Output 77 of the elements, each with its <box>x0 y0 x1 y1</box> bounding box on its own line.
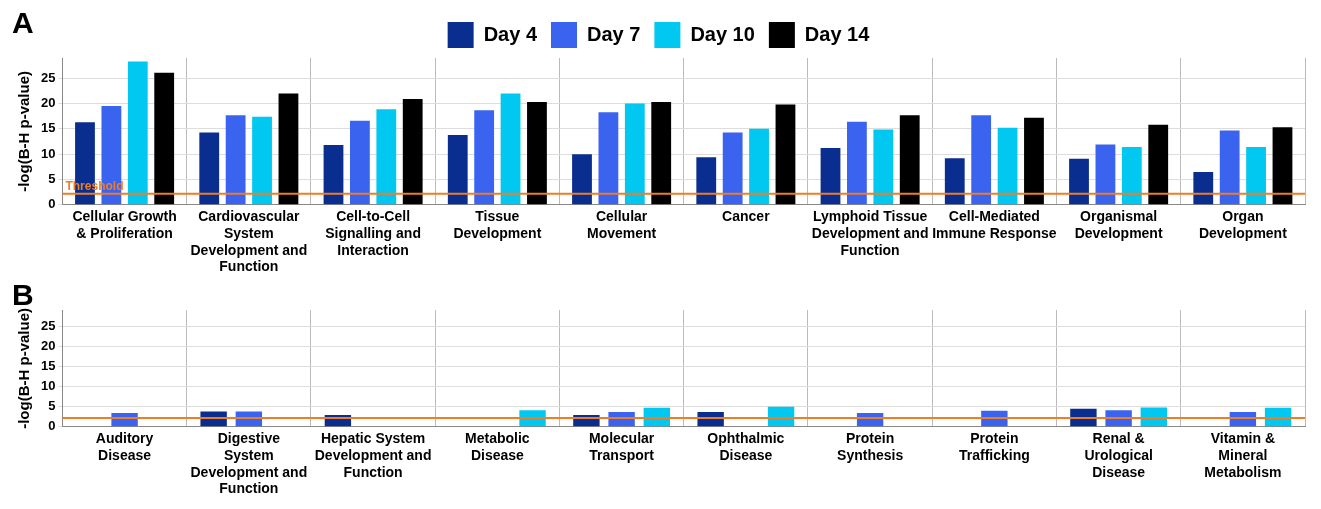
x-tick-label: Molecular Transport <box>588 430 655 463</box>
bar <box>1246 147 1266 205</box>
y-tick-label: 15 <box>40 357 56 373</box>
y-tick-label: 0 <box>48 418 56 434</box>
x-tick-label: Hepatic System Development and Function <box>314 430 432 480</box>
bar <box>474 110 495 205</box>
legend-label: Day 14 <box>804 22 871 45</box>
x-tick-label: Vitamin & Mineral Metabolism <box>1204 430 1282 480</box>
y-axis-title: -log(B-H p-value) <box>15 70 33 192</box>
y-tick-label: 25 <box>40 69 56 85</box>
x-tick-label: Tissue Development <box>453 208 542 241</box>
bar <box>572 154 592 205</box>
bar <box>696 157 717 205</box>
bar <box>1272 127 1293 205</box>
y-tick-label: 0 <box>48 196 56 212</box>
bar <box>820 148 841 205</box>
bar <box>1148 124 1169 205</box>
bar <box>376 109 397 205</box>
y-axis-title: -log(B-H p-value) <box>15 307 33 429</box>
bar <box>402 99 423 205</box>
x-tick-label: Ophthalmic Disease <box>707 430 785 463</box>
bar <box>749 128 769 205</box>
x-tick-label: Lymphoid Tissue Development and Function <box>811 208 929 258</box>
bar <box>873 129 894 205</box>
bar <box>651 102 672 205</box>
bar <box>624 103 645 205</box>
x-tick-label: Renal & Urological Disease <box>1084 430 1153 480</box>
bar <box>127 61 148 205</box>
bar <box>1193 171 1214 205</box>
bar <box>971 115 992 205</box>
bar <box>154 72 175 205</box>
x-tick-label: Cancer <box>722 208 771 225</box>
x-tick-label: Cell-to-Cell Signalling and Interaction <box>325 208 421 258</box>
y-tick-label: 25 <box>40 317 56 333</box>
bar <box>598 112 619 205</box>
bar <box>225 115 246 205</box>
x-tick-label: Cellular Growth & Proliferation <box>72 208 177 241</box>
x-tick-label: Cell-Mediated Immune Response <box>932 208 1057 241</box>
x-tick-label: Protein Synthesis <box>837 430 904 463</box>
y-tick-label: 10 <box>40 378 56 394</box>
x-tick-label: Protein Trafficking <box>958 430 1030 463</box>
bar <box>997 127 1018 205</box>
y-tick-label: 5 <box>48 171 56 187</box>
bar <box>1024 117 1044 205</box>
y-tick-label: 15 <box>40 120 56 136</box>
legend-label: Day 7 <box>587 22 641 45</box>
bar <box>323 145 344 205</box>
bar <box>527 102 547 205</box>
y-tick-label: 20 <box>40 337 56 353</box>
x-tick-label: Cardiovascular System Development and Function <box>190 208 308 275</box>
bar <box>847 121 867 205</box>
y-tick-label: 5 <box>48 398 56 414</box>
bar <box>722 132 743 205</box>
bar <box>1069 158 1089 205</box>
x-tick-label: Metabolic Disease <box>465 430 530 463</box>
bar <box>252 116 272 205</box>
legend-label: Day 4 <box>483 22 538 45</box>
chart-title: A <box>12 6 34 40</box>
bar <box>775 104 796 205</box>
x-tick-label: Organ Development <box>1198 208 1288 241</box>
x-tick-label: Digestive System Development and Function <box>190 430 308 497</box>
y-tick-label: 10 <box>40 145 56 161</box>
bar <box>944 158 965 205</box>
x-tick-label: Cellular Movement <box>586 208 657 241</box>
bar <box>447 134 468 205</box>
bar <box>349 120 370 205</box>
bar <box>1121 147 1142 205</box>
y-tick-label: 20 <box>40 95 56 111</box>
bar <box>1095 144 1116 205</box>
bar <box>500 93 521 205</box>
bar <box>899 115 920 205</box>
legend-label: Day 10 <box>690 22 755 45</box>
bar <box>1219 130 1240 205</box>
bar <box>199 132 220 205</box>
bar <box>278 93 299 205</box>
x-tick-label: Organismal Development <box>1074 208 1163 241</box>
x-tick-label: Auditory Disease <box>95 430 154 463</box>
